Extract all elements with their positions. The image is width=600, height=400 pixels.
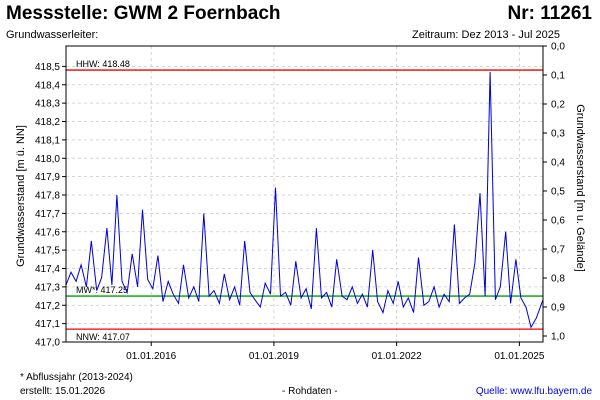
reference-label-mw: MW*: 417.25 — [76, 285, 128, 295]
right-tick-label: 0,2 — [551, 100, 565, 111]
left-tick-label: 417,9 — [35, 172, 60, 183]
x-tick-label: 01.01.2025 — [494, 351, 544, 362]
left-axis-ticks: 417,0 417,1 417,2 417,3 417,4 417,5 417,6 417,7… — [35, 62, 66, 349]
right-tick-label: 0,6 — [551, 216, 565, 227]
station-title: Messstelle: GWM 2 Foernbach — [6, 3, 281, 24]
right-tick-label: 0,3 — [551, 129, 565, 140]
reference-lines: HHW: 418.48 MW*: 417.25 NNW: 417.07 — [66, 59, 543, 342]
left-tick-label: 417,8 — [35, 191, 60, 202]
reference-label-nnw: NNW: 417.07 — [76, 332, 130, 342]
series-line — [65, 71, 544, 329]
x-tick-label: 01.01.2022 — [372, 351, 422, 362]
x-tick-label: 01.01.2019 — [249, 351, 299, 362]
left-tick-label: 418,5 — [35, 62, 60, 73]
period-label: Zeitraum: Dez 2013 - Jul 2025 — [412, 29, 560, 41]
right-tick-label: 0,5 — [551, 187, 565, 198]
right-tick-label: 0,4 — [551, 158, 565, 169]
series-layer — [65, 71, 544, 329]
left-tick-label: 417,5 — [35, 246, 60, 257]
plot-frame — [65, 45, 544, 343]
x-axis-ticks: 01.01.2016 01.01.2019 01.01.2022 01.01.2025 — [126, 342, 545, 362]
left-tick-label: 417,0 — [35, 338, 60, 349]
left-tick-label: 417,6 — [35, 227, 60, 238]
x-tick-label: 01.01.2016 — [126, 351, 176, 362]
right-tick-label: 0,7 — [551, 245, 565, 256]
left-tick-label: 418,2 — [35, 117, 60, 128]
source-link[interactable]: Quelle: www.lfu.bayern.de — [475, 386, 592, 397]
right-tick-label: 0,8 — [551, 274, 565, 285]
grid — [66, 46, 543, 343]
footnote: * Abflussjahr (2013-2024) — [20, 372, 133, 383]
left-tick-label: 417,3 — [35, 282, 60, 293]
data-type-label: - Rohdaten - — [282, 386, 338, 397]
right-axis-ticks: 0,0 0,1 0,2 0,3 0,4 0,5 0,6 0,7 0,8 0,9 1,0 — [543, 42, 565, 343]
left-tick-label: 417,4 — [35, 264, 60, 275]
left-tick-label: 417,1 — [35, 319, 60, 330]
left-tick-label: 417,7 — [35, 209, 60, 220]
right-tick-label: 0,0 — [551, 42, 565, 53]
left-tick-label: 418,1 — [35, 135, 60, 146]
station-number: Nr: 11261 — [507, 3, 592, 24]
left-tick-label: 418,3 — [35, 99, 60, 110]
y-axis-title-right: Grundwasserstand [m u. Gelände] — [574, 104, 586, 272]
y-axis-title-left: Grundwasserstand [m ü. NN] — [15, 125, 27, 267]
right-tick-label: 0,9 — [551, 303, 565, 314]
created-date: erstellt: 15.01.2026 — [20, 386, 106, 397]
reference-label-hhw: HHW: 418.48 — [76, 59, 130, 69]
aquifer-label: Grundwasserleiter: — [6, 29, 99, 41]
left-tick-label: 417,2 — [35, 301, 60, 312]
left-tick-label: 418,4 — [35, 80, 60, 91]
right-tick-label: 0,1 — [551, 71, 565, 82]
right-tick-label: 1,0 — [551, 332, 565, 343]
left-tick-label: 418,0 — [35, 154, 60, 165]
